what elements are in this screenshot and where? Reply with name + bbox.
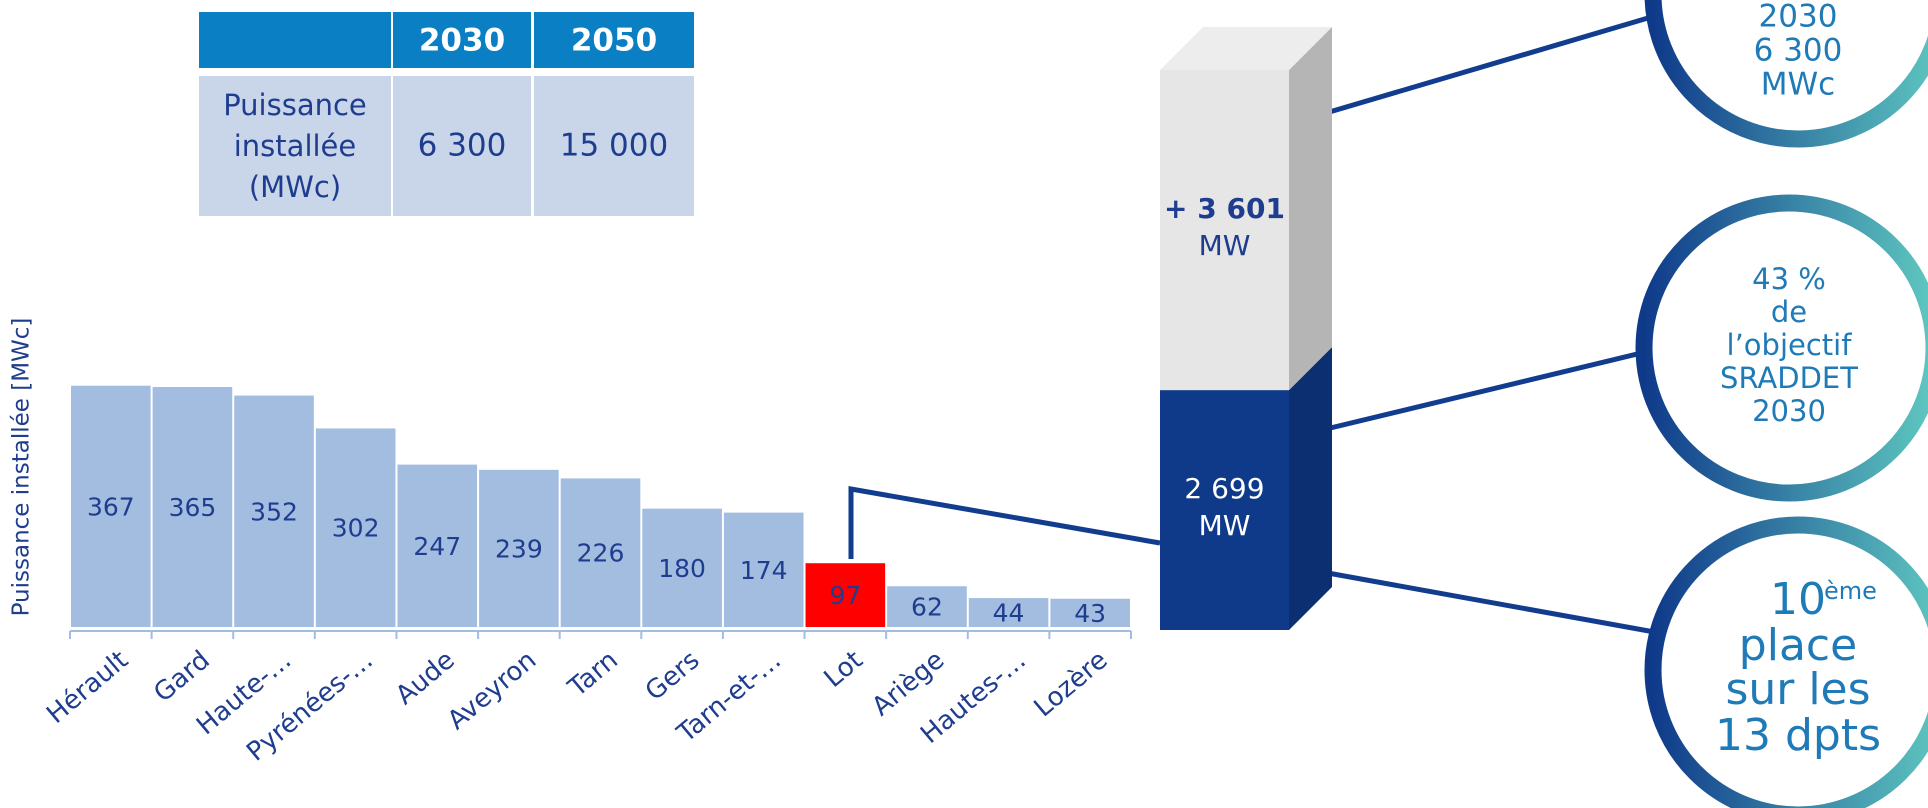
table-value: 15 000 xyxy=(560,128,668,164)
highlight-circle xyxy=(1644,516,1928,808)
stack-top xyxy=(1160,27,1332,70)
circle-text: MWc xyxy=(1761,67,1835,103)
stack-unit: MW xyxy=(1199,229,1251,262)
bar-value-label: 44 xyxy=(993,599,1025,628)
bar-value-label: 97 xyxy=(829,581,861,610)
bar xyxy=(315,428,396,627)
table-row-label: Puissance xyxy=(223,88,367,122)
table-header-cell xyxy=(534,12,694,68)
stack-side xyxy=(1289,27,1332,391)
circle-superscript: ème xyxy=(1824,577,1877,605)
stack-value-label: 2 699 xyxy=(1184,472,1264,505)
bar-value-label: 367 xyxy=(87,492,135,521)
bar xyxy=(234,395,314,627)
circle-text: 2030 xyxy=(1752,394,1826,428)
table-cell xyxy=(534,76,694,216)
bar xyxy=(397,464,478,627)
circle-text: sur les xyxy=(1725,664,1870,715)
bar xyxy=(723,512,804,627)
bar xyxy=(71,385,151,627)
table-header-cell xyxy=(199,12,391,68)
table-cell xyxy=(393,76,531,216)
bar xyxy=(642,508,722,627)
stack-unit: MW xyxy=(1199,509,1251,542)
x-tick-label: Lot xyxy=(819,645,869,694)
bar xyxy=(479,469,559,627)
bar-value-label: 62 xyxy=(911,593,943,622)
stack-segment xyxy=(1160,390,1289,630)
circle-text: 2030 xyxy=(1759,0,1838,35)
bar-value-label: 226 xyxy=(577,539,625,568)
stack-side xyxy=(1289,347,1332,630)
bar xyxy=(1050,598,1130,627)
highlight-circle xyxy=(1635,194,1928,502)
x-tick-label: Tarn xyxy=(562,645,624,703)
connector xyxy=(1288,563,1661,636)
bar xyxy=(560,478,641,627)
table-header: 2030 xyxy=(419,23,505,59)
table-row-label: installée xyxy=(234,129,357,163)
bar xyxy=(887,586,967,627)
y-axis-label: Puissance installée [MWc] xyxy=(9,318,35,617)
circle-text: 43 % xyxy=(1752,262,1826,296)
x-tick-label: Gers xyxy=(640,645,706,707)
table-row-label: (MWc) xyxy=(249,170,341,204)
table-header: 2050 xyxy=(571,23,657,59)
bar-value-label: 180 xyxy=(658,554,706,583)
stack-segment xyxy=(1160,70,1289,391)
circle-text: place xyxy=(1739,620,1857,671)
x-tick-label: Aude xyxy=(390,645,460,711)
x-tick-label: Lozère xyxy=(1029,645,1114,723)
table-value: 6 300 xyxy=(418,128,507,164)
table-header-cell xyxy=(393,12,531,68)
x-tick-label: Aveyron xyxy=(442,645,542,736)
connectors xyxy=(848,15,1661,636)
bar-value-label: 247 xyxy=(413,532,461,561)
circle-text: SRADDET xyxy=(1720,361,1858,395)
circle-text: de xyxy=(1771,295,1807,329)
x-tick-label: Gard xyxy=(148,645,215,708)
circle-text: 10 xyxy=(1770,574,1826,625)
bar-value-label: 43 xyxy=(1074,599,1106,628)
connector xyxy=(848,486,1161,559)
circle-text: l’objectif xyxy=(1727,328,1853,362)
stack-value-label: + 3 601 xyxy=(1164,192,1285,225)
highlight-circle xyxy=(1644,0,1928,148)
connector xyxy=(1325,15,1649,116)
bar-value-label: 239 xyxy=(495,534,543,563)
connector xyxy=(1321,347,1655,433)
table-cell xyxy=(199,76,391,216)
circle-text: 13 dpts xyxy=(1715,710,1881,761)
bar xyxy=(152,387,233,627)
bar-value-label: 174 xyxy=(740,556,788,585)
x-tick-label: Hérault xyxy=(41,645,134,730)
bar xyxy=(968,598,1049,627)
bar-value-label: 365 xyxy=(169,493,217,522)
bar xyxy=(805,563,886,627)
bar-value-label: 352 xyxy=(250,497,298,526)
bar-value-label: 302 xyxy=(332,514,380,543)
circle-text: 6 300 xyxy=(1754,33,1843,69)
